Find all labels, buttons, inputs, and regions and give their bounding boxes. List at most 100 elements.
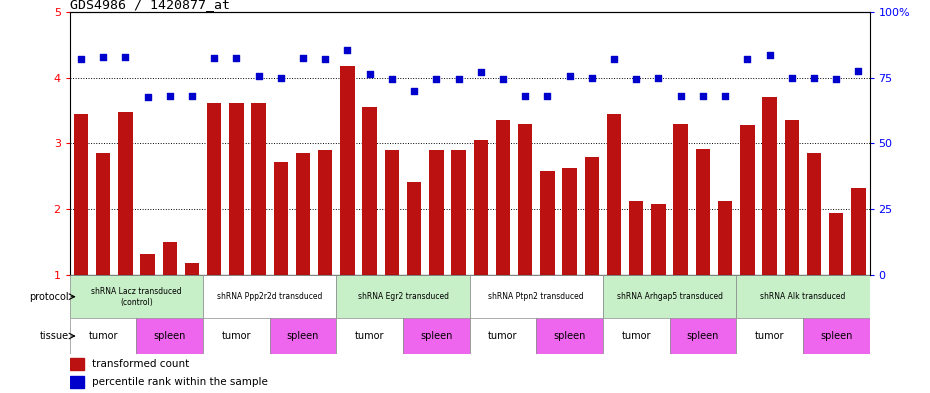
Bar: [718, 201, 732, 275]
Text: GDS4986 / 1420877_at: GDS4986 / 1420877_at: [70, 0, 230, 11]
Bar: [70, 358, 84, 370]
Bar: [70, 376, 84, 388]
Point: [162, 93, 177, 99]
Point: [673, 93, 688, 99]
Bar: [603, 275, 737, 318]
Text: tumor: tumor: [621, 331, 651, 341]
Text: spleen: spleen: [686, 331, 719, 341]
Text: spleen: spleen: [286, 331, 319, 341]
Point: [73, 56, 88, 62]
Bar: [270, 318, 337, 354]
Bar: [203, 275, 337, 318]
Point: [496, 76, 511, 82]
Text: spleen: spleen: [153, 331, 186, 341]
Bar: [785, 120, 799, 275]
Text: tumor: tumor: [488, 331, 518, 341]
Bar: [740, 125, 754, 275]
Point: [762, 51, 777, 58]
Point: [184, 93, 199, 99]
Text: shRNA Ppp2r2d transduced: shRNA Ppp2r2d transduced: [217, 292, 323, 301]
Point: [318, 56, 333, 62]
Bar: [185, 263, 199, 275]
Text: shRNA Ptpn2 transduced: shRNA Ptpn2 transduced: [488, 292, 584, 301]
Bar: [540, 171, 554, 275]
Bar: [429, 150, 444, 275]
Bar: [585, 156, 599, 275]
Point: [206, 55, 221, 61]
Point: [518, 93, 533, 99]
Point: [629, 76, 644, 82]
Bar: [337, 318, 403, 354]
Bar: [473, 140, 488, 275]
Point: [406, 88, 421, 94]
Text: spleen: spleen: [820, 331, 853, 341]
Text: tumor: tumor: [355, 331, 384, 341]
Point: [429, 76, 444, 82]
Bar: [629, 201, 644, 275]
Bar: [696, 149, 711, 275]
Bar: [470, 318, 537, 354]
Bar: [163, 242, 177, 275]
Bar: [140, 254, 154, 275]
Bar: [563, 169, 577, 275]
Point: [140, 94, 155, 101]
Point: [651, 75, 666, 81]
Text: transformed count: transformed count: [92, 359, 190, 369]
Bar: [203, 318, 270, 354]
Bar: [670, 318, 737, 354]
Bar: [537, 318, 603, 354]
Bar: [851, 188, 866, 275]
Point: [384, 76, 399, 82]
Bar: [229, 103, 244, 275]
Bar: [207, 103, 221, 275]
Bar: [337, 275, 470, 318]
Point: [562, 73, 577, 79]
Bar: [470, 275, 603, 318]
Text: tumor: tumor: [88, 331, 118, 341]
Point: [340, 47, 355, 53]
Bar: [340, 66, 354, 275]
Text: shRNA Egr2 transduced: shRNA Egr2 transduced: [357, 292, 448, 301]
Bar: [807, 153, 821, 275]
Point: [584, 75, 599, 81]
Bar: [829, 213, 844, 275]
Bar: [607, 114, 621, 275]
Point: [96, 53, 111, 60]
Point: [851, 68, 866, 74]
Bar: [803, 318, 870, 354]
Bar: [603, 318, 670, 354]
Bar: [407, 182, 421, 275]
Bar: [518, 124, 532, 275]
Point: [806, 75, 821, 81]
Bar: [673, 124, 688, 275]
Text: percentile rank within the sample: percentile rank within the sample: [92, 377, 268, 387]
Bar: [651, 204, 666, 275]
Point: [296, 55, 311, 61]
Text: shRNA Lacz transduced
(control): shRNA Lacz transduced (control): [91, 286, 181, 307]
Bar: [363, 107, 377, 275]
Point: [473, 69, 488, 75]
Text: spleen: spleen: [420, 331, 453, 341]
Bar: [70, 318, 137, 354]
Bar: [763, 97, 777, 275]
Text: protocol: protocol: [29, 292, 69, 302]
Bar: [118, 112, 132, 275]
Point: [696, 93, 711, 99]
Point: [451, 76, 466, 82]
Bar: [403, 318, 470, 354]
Bar: [96, 153, 111, 275]
Text: spleen: spleen: [553, 331, 586, 341]
Point: [784, 75, 799, 81]
Point: [829, 76, 844, 82]
Text: shRNA Alk transduced: shRNA Alk transduced: [760, 292, 845, 301]
Bar: [73, 114, 88, 275]
Bar: [737, 275, 870, 318]
Bar: [273, 162, 288, 275]
Point: [540, 93, 555, 99]
Bar: [70, 275, 203, 318]
Bar: [385, 150, 399, 275]
Bar: [737, 318, 803, 354]
Point: [740, 56, 755, 62]
Point: [363, 71, 378, 77]
Point: [718, 93, 733, 99]
